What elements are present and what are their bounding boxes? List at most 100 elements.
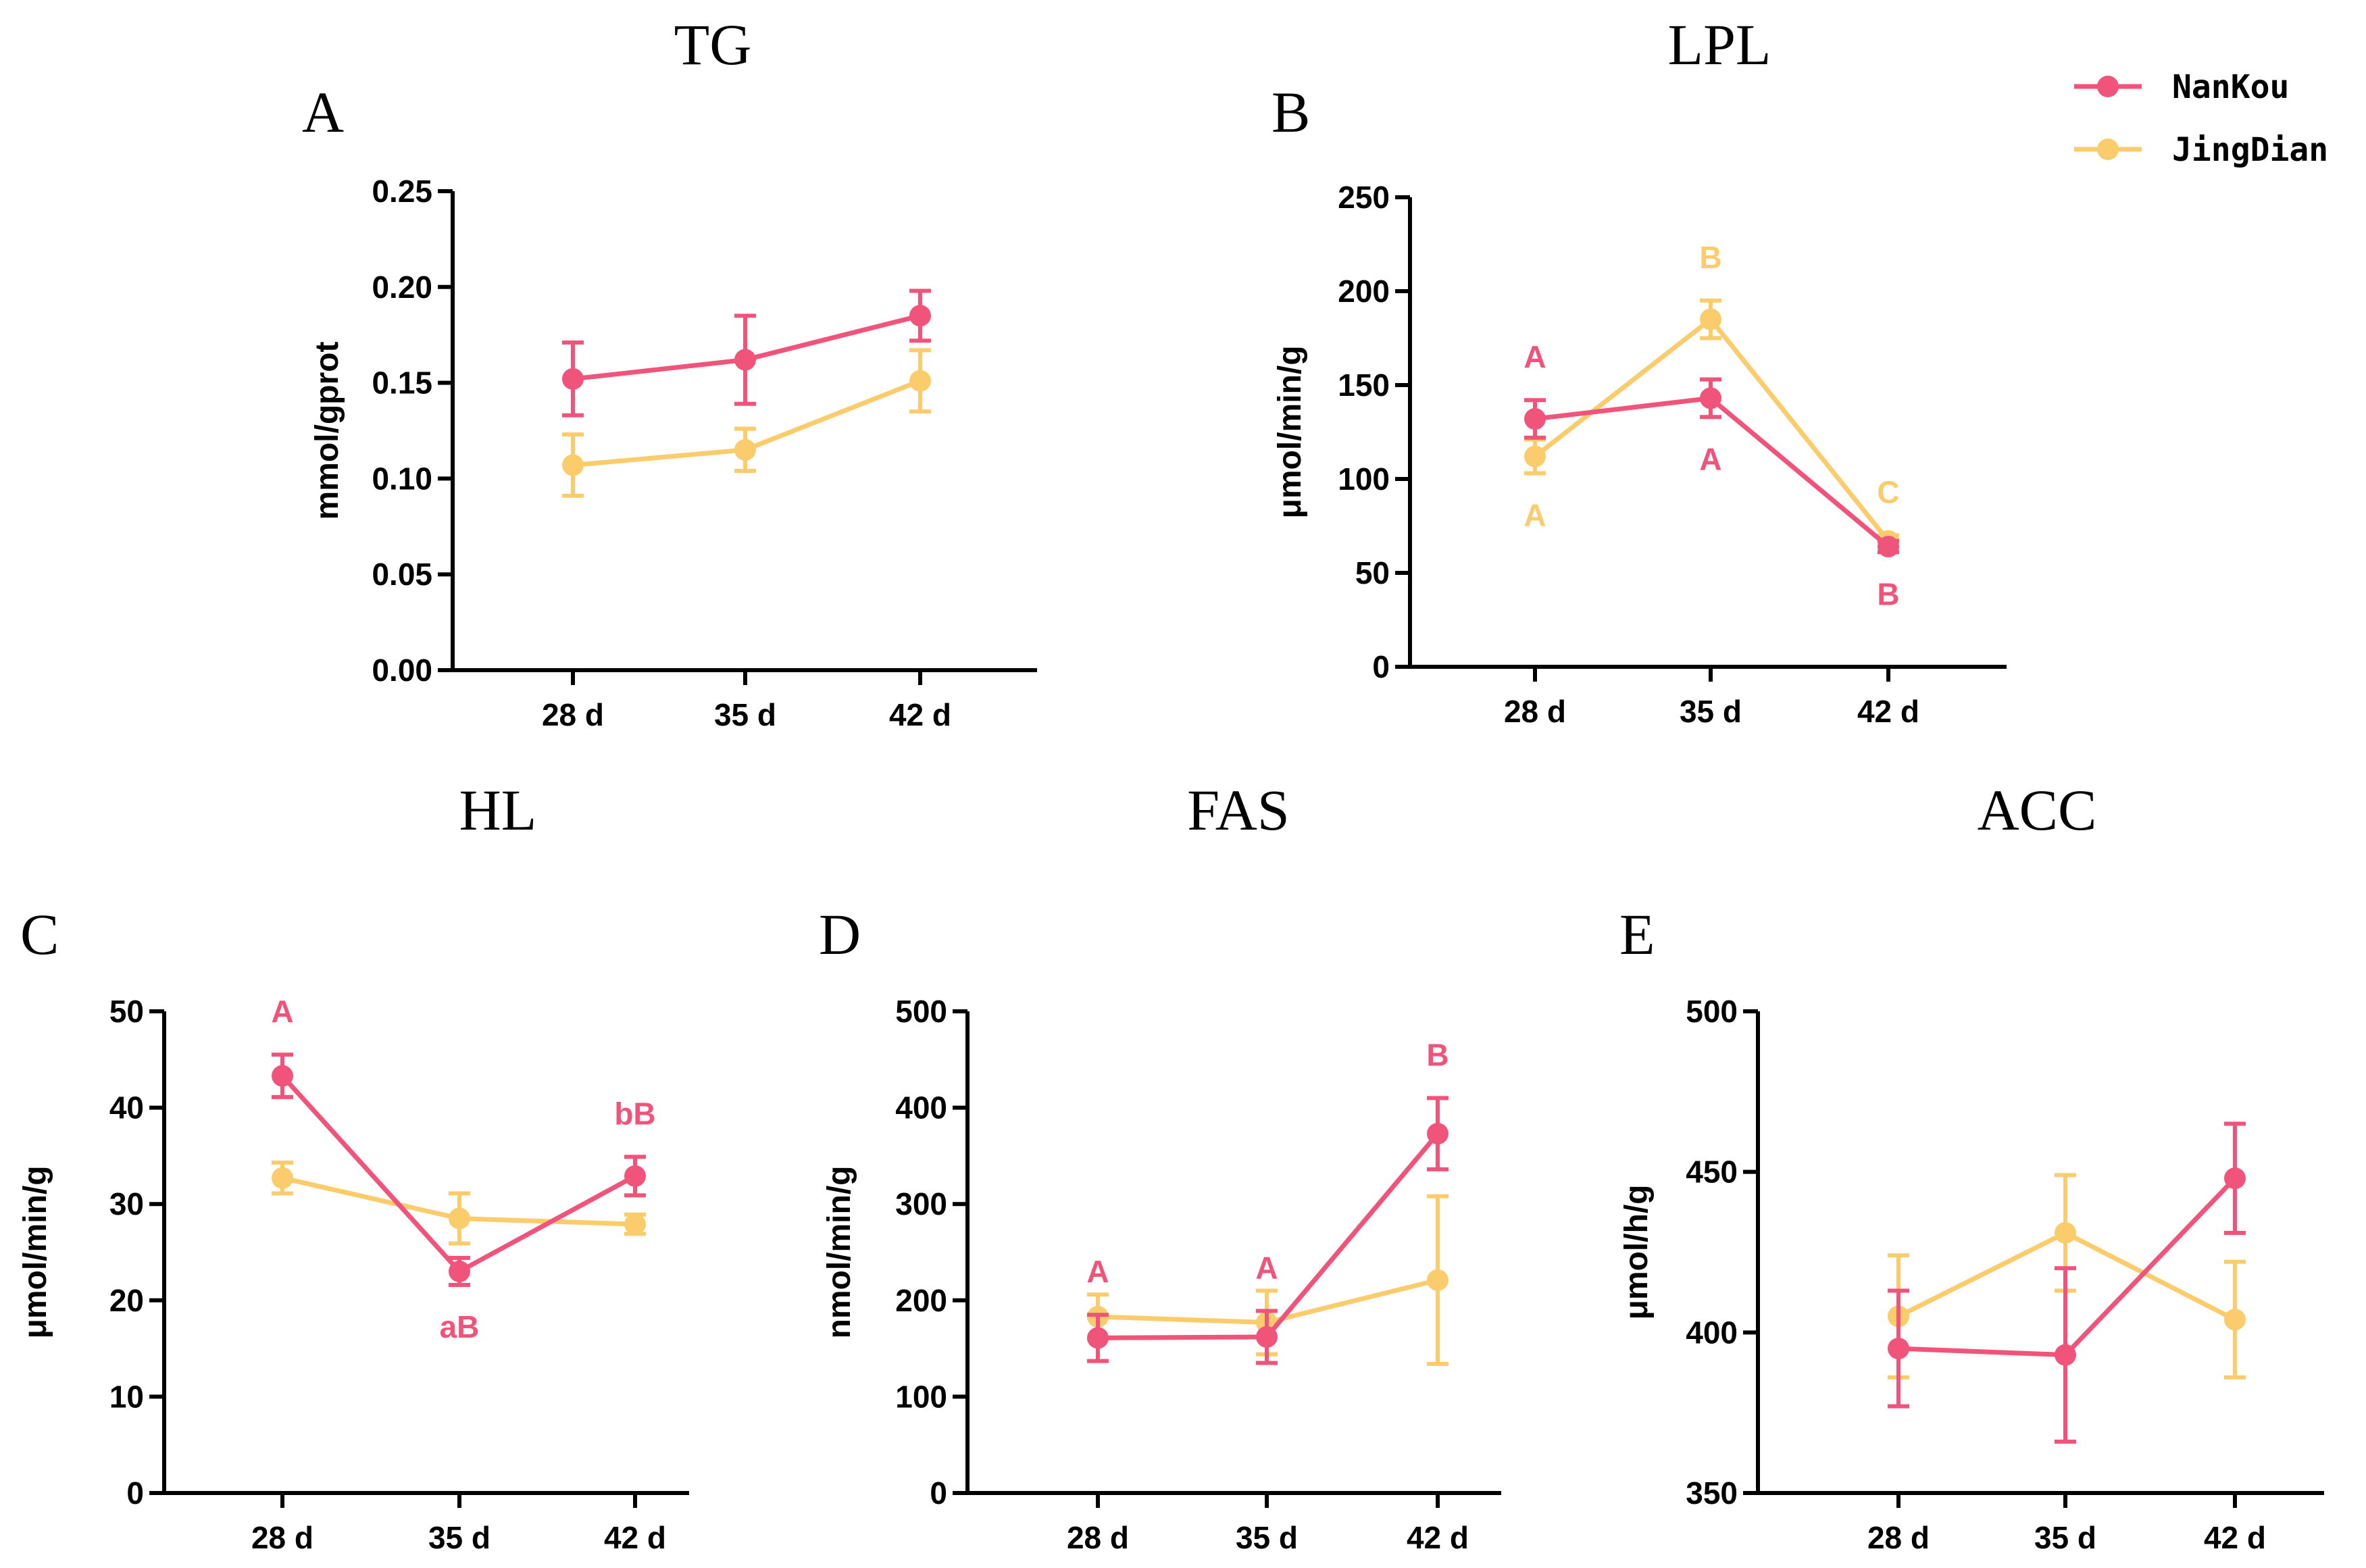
significance-label: bB — [614, 1096, 655, 1131]
data-point — [2224, 1167, 2246, 1190]
data-point — [272, 1167, 293, 1189]
y-tick-label: 0 — [126, 1475, 144, 1511]
panel-a: TG A 0.00 0.05 0.10 0.15 0.20 0.25 28 d 35 d 42 d m… — [302, 12, 1037, 732]
panel-title: LPL — [1668, 12, 1771, 77]
legend-marker — [2097, 76, 2119, 97]
data-point — [1427, 1123, 1449, 1145]
panel-letter: D — [819, 902, 861, 967]
panel-title: ACC — [1978, 778, 2097, 842]
data-point — [1700, 387, 1721, 409]
y-tick-label: 0 — [930, 1475, 947, 1511]
y-tick-label: 0.05 — [372, 557, 432, 592]
data-point — [624, 1213, 646, 1236]
series-nankou — [1888, 1121, 2246, 1444]
data-point — [449, 1261, 470, 1283]
panel-c: HL C 0 10 20 30 40 50 28 d 35 d 42 d μmol/min/g AaB b… — [18, 778, 689, 1555]
data-point — [562, 368, 584, 390]
data-point — [562, 454, 584, 476]
data-point — [1427, 1269, 1449, 1291]
y-tick-label: 500 — [895, 994, 947, 1029]
y-tick-label: 200 — [1338, 274, 1390, 309]
y-tick-label: 40 — [109, 1090, 144, 1126]
legend-label: JingDian — [2172, 131, 2328, 169]
panel-title: HL — [459, 778, 537, 842]
y-tick-label: 500 — [1686, 994, 1738, 1029]
x-tick-label: 28 d — [542, 697, 604, 732]
y-tick-label: 0.10 — [372, 461, 432, 496]
series-nankou — [272, 1053, 646, 1287]
x-tick-label: 35 d — [2034, 1520, 2096, 1555]
data-point — [734, 349, 756, 371]
panel-b: LPL B 0 50 100 150 200 250 28 d 35 d 42 d μmol/min/… — [1272, 12, 2007, 729]
x-tick-label: 42 d — [889, 697, 951, 732]
y-axis-label: μmol/min/g — [18, 1165, 53, 1338]
panel-letter: C — [20, 902, 59, 967]
significance-label: B — [1699, 240, 1721, 275]
data-point — [1524, 408, 1546, 430]
legend-marker — [2097, 138, 2119, 160]
data-point — [734, 438, 756, 461]
significance-label: A — [1255, 1250, 1278, 1285]
y-tick-label: 50 — [109, 994, 144, 1029]
y-tick-label: 350 — [1686, 1475, 1738, 1511]
series-nankou — [1087, 1096, 1449, 1365]
x-tick-label: 35 d — [1236, 1520, 1298, 1555]
x-tick-label: 35 d — [428, 1520, 490, 1555]
y-tick-label: 10 — [109, 1379, 144, 1414]
y-tick-label: 300 — [895, 1186, 947, 1221]
data-point — [1878, 536, 1899, 558]
x-tick-label: 28 d — [1067, 1520, 1129, 1555]
significance-label: A — [1699, 441, 1721, 476]
panel-letter: B — [1272, 80, 1310, 145]
y-tick-label: 150 — [1338, 368, 1390, 403]
data-point — [272, 1065, 293, 1087]
significance-label: B — [1426, 1037, 1449, 1072]
significance-label: A — [1524, 498, 1546, 533]
y-tick-label: 400 — [895, 1090, 947, 1126]
panel-letter: E — [1619, 902, 1655, 967]
y-axis-label: μmol/h/g — [1619, 1184, 1655, 1319]
significance-label: aB — [440, 1309, 480, 1344]
data-point — [1087, 1327, 1109, 1349]
significance-label: A — [1086, 1254, 1109, 1289]
data-point — [624, 1165, 646, 1187]
y-tick-label: 0.25 — [372, 174, 432, 209]
data-point — [2055, 1344, 2076, 1366]
data-point — [1888, 1338, 1909, 1360]
y-tick-label: 0.00 — [372, 653, 432, 688]
panel-d: FAS D 0 100 200 300 400 500 28 d 35 d 42 d nmol/min… — [819, 778, 1501, 1555]
y-axis-label: nmol/min/g — [822, 1166, 857, 1339]
data-point — [909, 370, 931, 392]
y-tick-label: 200 — [895, 1283, 947, 1318]
significance-label: B — [1877, 576, 1899, 611]
y-axis-label: mmol/gprot — [309, 342, 345, 520]
panel-title: TG — [674, 12, 752, 77]
x-tick-label: 28 d — [251, 1520, 313, 1555]
x-tick-label: 42 d — [2204, 1520, 2266, 1555]
panel-letter: A — [302, 80, 344, 145]
data-point — [2055, 1221, 2076, 1244]
y-tick-label: 100 — [895, 1379, 947, 1414]
data-point — [1256, 1325, 1278, 1348]
y-tick-label: 450 — [1686, 1155, 1738, 1190]
legend-item-nankou: NanKou — [2074, 68, 2289, 106]
x-tick-label: 28 d — [1504, 694, 1566, 729]
data-point — [449, 1207, 470, 1230]
data-point — [1700, 308, 1721, 330]
y-tick-label: 30 — [109, 1186, 144, 1221]
y-tick-label: 400 — [1686, 1315, 1738, 1350]
y-tick-label: 50 — [1355, 555, 1390, 590]
significance-label: A — [271, 994, 293, 1029]
y-axis-label: μmol/min/g — [1272, 345, 1308, 518]
series-line — [1533, 315, 1890, 542]
significance-label: A — [1524, 339, 1546, 374]
y-tick-label: 0.20 — [372, 270, 432, 305]
x-tick-label: 42 d — [1857, 694, 1919, 729]
series-nankou — [562, 288, 931, 418]
legend-item-jingdian: JingDian — [2074, 131, 2328, 169]
significance-label: C — [1877, 474, 1899, 509]
data-point — [2224, 1309, 2246, 1331]
series-nankou — [1524, 377, 1899, 558]
panel-e: ACC E 350 400 450 500 28 d 35 d 42 d μmol/h/g — [1619, 778, 2324, 1555]
